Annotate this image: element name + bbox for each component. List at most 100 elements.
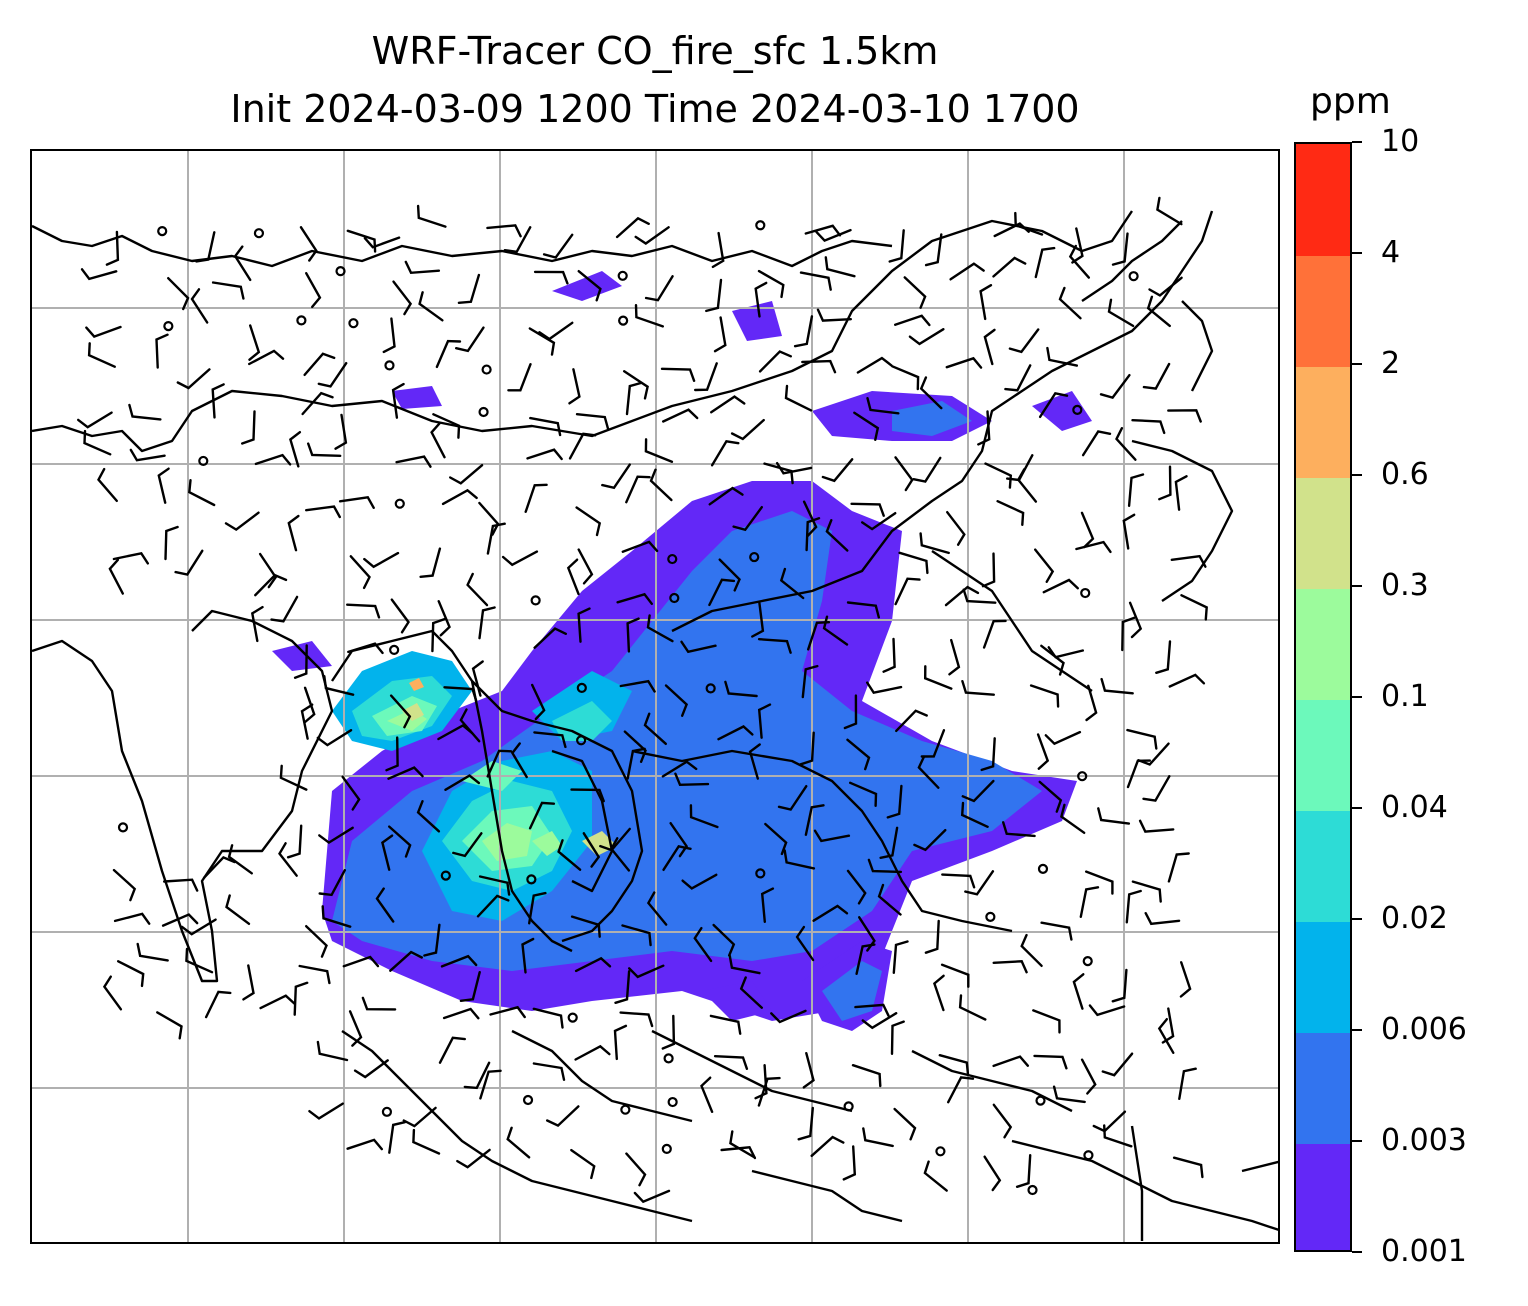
wind-barb bbox=[1115, 427, 1137, 461]
plume-region bbox=[1032, 391, 1092, 431]
wind-barb bbox=[388, 825, 412, 858]
wind-barb bbox=[812, 904, 849, 922]
wind-barb bbox=[157, 467, 170, 504]
wind-barb bbox=[850, 502, 885, 517]
coastline-segment bbox=[551, 749, 614, 893]
wind-barb bbox=[1174, 475, 1188, 511]
wind-barb bbox=[912, 456, 942, 483]
wind-barb bbox=[391, 382, 405, 419]
wind-barb bbox=[980, 737, 996, 772]
wind-barb bbox=[977, 410, 991, 446]
wind-barb bbox=[888, 229, 905, 263]
calm-wind-marker bbox=[381, 1106, 393, 1117]
colorbar-segment bbox=[1296, 255, 1350, 367]
plume-region bbox=[482, 823, 532, 861]
calm-wind-marker bbox=[843, 1101, 854, 1112]
wind-barb bbox=[1047, 646, 1084, 659]
wind-barb bbox=[521, 937, 535, 974]
wind-barb bbox=[681, 873, 718, 890]
wind-barb bbox=[983, 328, 996, 366]
wind-barb bbox=[804, 224, 842, 237]
wind-barb bbox=[711, 231, 725, 269]
wind-barb bbox=[802, 500, 818, 537]
wind-barb bbox=[180, 918, 217, 936]
wind-barb bbox=[945, 356, 983, 369]
wind-barb bbox=[308, 1102, 344, 1120]
wind-barbs bbox=[77, 196, 1208, 1204]
wind-barb bbox=[346, 1138, 383, 1151]
wind-barb bbox=[486, 749, 513, 778]
wind-barb bbox=[387, 766, 424, 780]
wind-barb bbox=[459, 971, 481, 1002]
wind-barb bbox=[982, 619, 1007, 649]
wind-barb bbox=[430, 422, 446, 459]
wind-barb bbox=[724, 680, 758, 698]
wind-barb bbox=[757, 1076, 781, 1107]
wind-barb bbox=[801, 664, 819, 699]
wind-barb bbox=[242, 964, 255, 1001]
wind-barb bbox=[108, 558, 124, 595]
wind-barb bbox=[466, 572, 489, 607]
wind-barb bbox=[919, 376, 943, 410]
wind-barb bbox=[992, 1055, 1029, 1068]
colorbar-segment bbox=[1296, 366, 1350, 478]
wind-barb bbox=[601, 463, 631, 490]
wind-barb bbox=[510, 742, 528, 779]
wind-barb bbox=[758, 350, 792, 373]
coastline-segment bbox=[751, 1169, 903, 1223]
colorbar-tick-label: 2 bbox=[1381, 346, 1401, 381]
wind-barb bbox=[416, 800, 441, 833]
wind-barb bbox=[444, 774, 481, 791]
wind-barb bbox=[947, 1076, 975, 1104]
wind-barb bbox=[270, 595, 299, 623]
wind-barb bbox=[938, 1054, 970, 1076]
wind-barb bbox=[816, 308, 852, 322]
wind-barb bbox=[321, 905, 352, 928]
wind-barb bbox=[712, 923, 736, 957]
colorbar-tick bbox=[1352, 363, 1362, 365]
coastline-segment bbox=[1011, 1139, 1278, 1231]
colorbar-tick bbox=[1352, 141, 1362, 143]
wind-barb bbox=[855, 943, 876, 975]
wind-barb bbox=[705, 278, 723, 313]
wind-barb bbox=[894, 314, 931, 327]
wind-barb bbox=[1101, 1052, 1134, 1077]
wind-barb bbox=[318, 869, 346, 897]
wind-barb bbox=[1167, 409, 1202, 423]
wind-barb bbox=[381, 834, 394, 871]
wind-barb bbox=[301, 391, 334, 416]
wind-barb bbox=[1111, 968, 1128, 1003]
wind-barb bbox=[709, 1014, 742, 1035]
wind-barb bbox=[575, 413, 610, 430]
wind-barb bbox=[77, 411, 113, 429]
coastline-segment bbox=[32, 609, 334, 983]
wind-barb bbox=[80, 268, 118, 281]
wind-barb bbox=[353, 1059, 389, 1079]
wind-barb bbox=[161, 913, 199, 927]
wind-barb bbox=[442, 1007, 480, 1020]
wind-barb bbox=[948, 638, 961, 676]
wind-barb bbox=[363, 551, 400, 569]
wind-barb bbox=[163, 878, 199, 892]
coastline-segment bbox=[1130, 1125, 1144, 1241]
wind-barb bbox=[944, 585, 980, 607]
wind-barb bbox=[730, 418, 765, 441]
wind-barb bbox=[443, 686, 478, 702]
wind-barb bbox=[894, 456, 914, 492]
wind-barb bbox=[1131, 419, 1166, 435]
wind-barb bbox=[254, 573, 288, 597]
wind-barb bbox=[615, 216, 650, 239]
wind-barb bbox=[961, 680, 995, 696]
calm-wind-marker bbox=[935, 1146, 946, 1157]
wind-barb bbox=[293, 644, 308, 679]
plume-region bbox=[702, 981, 772, 1021]
wind-barb bbox=[431, 617, 446, 653]
wind-barb bbox=[1038, 391, 1069, 419]
colorbar-tick-label: 0.1 bbox=[1381, 679, 1429, 714]
wind-barb bbox=[452, 832, 483, 858]
calm-wind-marker bbox=[389, 644, 400, 655]
plume-region bbox=[892, 401, 972, 436]
wind-barb bbox=[250, 605, 264, 643]
wind-barb bbox=[822, 615, 849, 646]
wind-barb bbox=[317, 362, 348, 388]
